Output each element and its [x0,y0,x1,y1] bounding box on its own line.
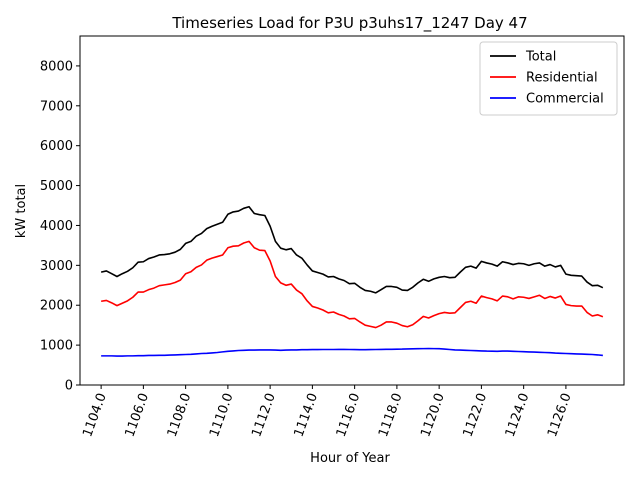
legend-box [479,41,618,116]
y-axis-label: kW total [14,184,29,238]
y-tick-label: 0 [65,379,73,394]
legend-entry-commercial: Commercial [526,92,604,107]
series-line-commercial [101,347,603,357]
y-tick-label: 6000 [40,139,73,154]
plot-frame [79,35,625,386]
series-line-total [100,205,604,294]
y-axis: 0 1000 2000 3000 4000 5000 6000 7000 8000 [40,59,80,394]
y-tick-label: 7000 [40,99,73,114]
x-tick-label: 1124.0 [503,391,533,439]
x-axis: 1104.0 1106.0 1108.0 1110.0 1112.0 1114.0 1116… [80,385,575,439]
x-tick-label: 1122.0 [460,391,490,439]
legend-entry-total: Total [525,50,556,65]
x-tick-label: 1112.0 [249,391,279,439]
legend: Total Residential Commercial [479,41,618,116]
series-layer [100,205,604,357]
x-tick-label: 1108.0 [165,391,195,439]
y-tick-label: 2000 [40,299,73,314]
series-line-residential [101,240,604,329]
x-tick-label: 1120.0 [418,391,448,439]
x-tick-label: 1126.0 [545,391,575,439]
chart-title: Timeseries Load for P3U p3uhs17_1247 Day… [171,14,527,33]
y-tick-label: 1000 [40,339,73,354]
x-tick-label: 1114.0 [291,391,321,439]
y-tick-label: 5000 [40,179,73,194]
y-tick-label: 4000 [40,219,73,234]
x-axis-label: Hour of Year [310,451,390,466]
x-tick-label: 1116.0 [334,391,364,439]
x-tick-label: 1118.0 [376,391,406,439]
y-tick-label: 3000 [40,259,73,274]
legend-entry-residential: Residential [526,71,598,86]
x-tick-label: 1110.0 [207,391,237,439]
x-tick-label: 1104.0 [80,391,110,439]
y-tick-label: 8000 [40,59,73,74]
x-tick-label: 1106.0 [122,391,152,439]
